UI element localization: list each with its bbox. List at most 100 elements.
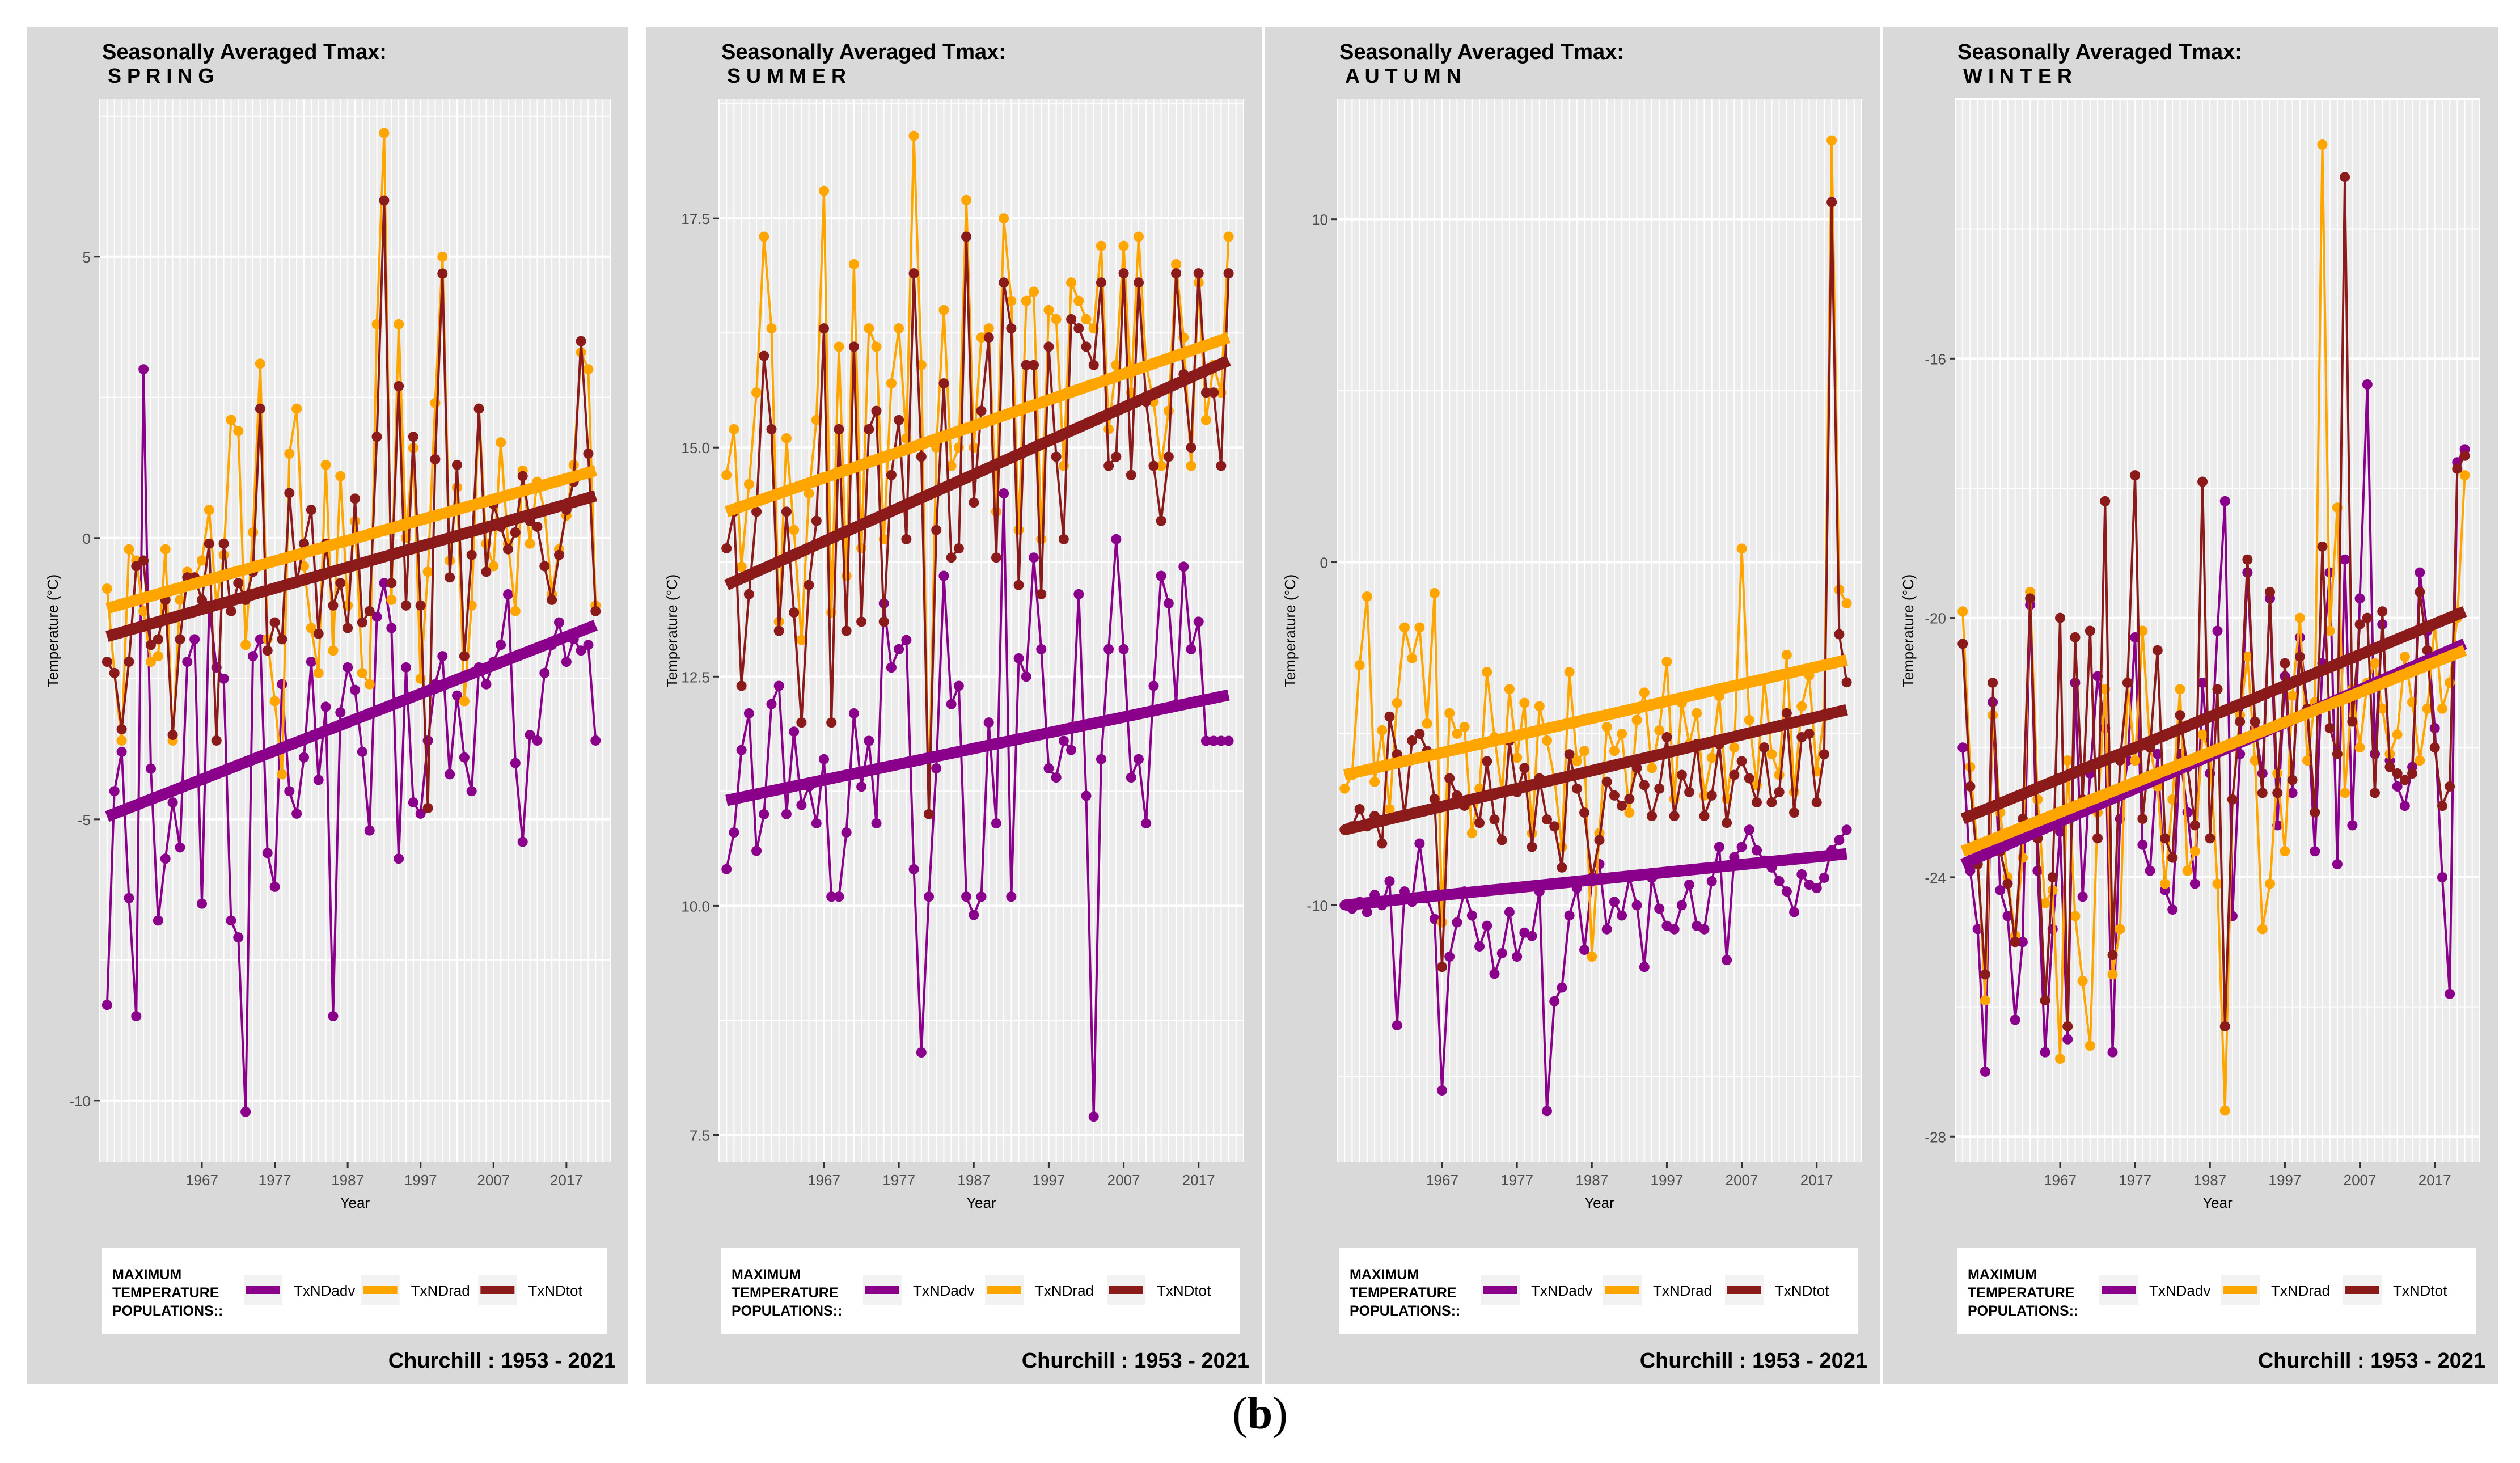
data-point <box>1163 451 1174 462</box>
data-point <box>459 696 470 707</box>
data-point <box>841 570 852 581</box>
data-point <box>1789 807 1800 818</box>
data-point <box>1103 460 1114 471</box>
data-point <box>946 460 957 471</box>
data-point <box>751 387 762 398</box>
x-tick-label: 1967 <box>1426 1172 1458 1189</box>
data-point <box>1437 962 1447 972</box>
data-point <box>116 735 127 746</box>
y-tick-label: 17.5 <box>681 210 710 227</box>
data-point <box>1103 644 1114 654</box>
data-point <box>999 277 1009 288</box>
data-point <box>2137 814 2148 824</box>
x-tick-label: 1977 <box>1500 1172 1533 1189</box>
data-point <box>532 735 543 746</box>
data-point <box>1216 735 1227 746</box>
data-point <box>357 667 367 678</box>
data-point <box>2152 749 2163 759</box>
chart-title: Seasonally Averaged Tmax: <box>1957 40 2242 64</box>
data-point <box>1186 644 1196 654</box>
data-point <box>916 451 927 462</box>
data-point <box>2077 975 2088 986</box>
y-tick-label: 10.0 <box>681 898 710 915</box>
data-point <box>182 657 193 667</box>
data-point <box>736 680 747 691</box>
data-point <box>335 578 346 589</box>
data-point <box>2280 846 2290 857</box>
x-tick-label: 1967 <box>807 1172 840 1189</box>
data-point <box>233 578 244 589</box>
data-point <box>124 544 134 555</box>
data-point <box>766 323 777 334</box>
data-point <box>255 403 265 414</box>
chart-subtitle: A U T U M N <box>1345 64 1461 87</box>
data-point <box>1759 742 1770 753</box>
data-point <box>335 707 346 718</box>
data-point <box>1429 793 1440 804</box>
data-point <box>510 606 521 616</box>
data-point <box>938 570 949 581</box>
data-point <box>976 332 987 343</box>
data-point <box>1111 534 1122 544</box>
data-point <box>160 853 171 864</box>
data-point <box>1631 714 1642 725</box>
data-point <box>1549 821 1560 832</box>
data-point <box>976 891 987 902</box>
data-point <box>2062 755 2073 766</box>
data-point <box>394 380 404 391</box>
data-point <box>379 578 390 589</box>
data-point <box>284 786 295 797</box>
data-point <box>1437 917 1447 928</box>
data-point <box>2459 450 2470 461</box>
data-point <box>1774 769 1785 780</box>
data-point <box>2354 593 2365 604</box>
data-point <box>146 657 156 667</box>
data-point <box>1781 649 1792 660</box>
data-point <box>1631 900 1642 911</box>
legend-background <box>1339 1248 1858 1334</box>
data-point <box>1021 360 1031 370</box>
data-point <box>517 836 528 847</box>
data-point <box>561 657 572 667</box>
data-point <box>379 195 390 206</box>
data-point <box>796 717 807 728</box>
data-point <box>2197 476 2208 487</box>
chart-subtitle: W I N T E R <box>1963 64 2072 87</box>
data-point <box>991 552 1001 563</box>
data-point <box>1512 952 1523 962</box>
data-point <box>525 538 535 549</box>
data-point <box>856 781 867 792</box>
x-axis-label: Year <box>2202 1194 2233 1211</box>
data-point <box>1722 955 1732 966</box>
data-point <box>916 1047 927 1058</box>
data-point <box>218 538 229 549</box>
data-point <box>2370 658 2380 669</box>
data-point <box>1661 656 1672 667</box>
data-point <box>789 726 800 737</box>
data-point <box>2085 1041 2095 1051</box>
data-point <box>1096 240 1106 251</box>
data-point <box>1669 924 1680 935</box>
data-point <box>871 818 882 828</box>
data-point <box>1995 885 2006 895</box>
data-point <box>834 341 844 352</box>
data-point <box>1186 442 1196 453</box>
data-point <box>2317 541 2328 552</box>
figure-sublabel: (b) <box>0 1388 2520 1440</box>
data-point <box>262 848 273 859</box>
data-point <box>2437 872 2447 882</box>
data-point <box>175 842 185 853</box>
data-point <box>1200 415 1211 425</box>
data-point <box>1804 728 1815 739</box>
data-point <box>138 364 149 375</box>
data-point <box>2070 911 2081 921</box>
trend-line-TxNDtot <box>1960 606 2467 824</box>
data-point <box>2280 658 2290 669</box>
data-point <box>1186 460 1196 471</box>
data-point <box>1699 924 1710 935</box>
data-point <box>386 578 397 589</box>
legend-label-TxNDrad: TxNDrad <box>411 1282 470 1299</box>
data-point <box>2107 969 2118 980</box>
data-point <box>1474 941 1485 952</box>
